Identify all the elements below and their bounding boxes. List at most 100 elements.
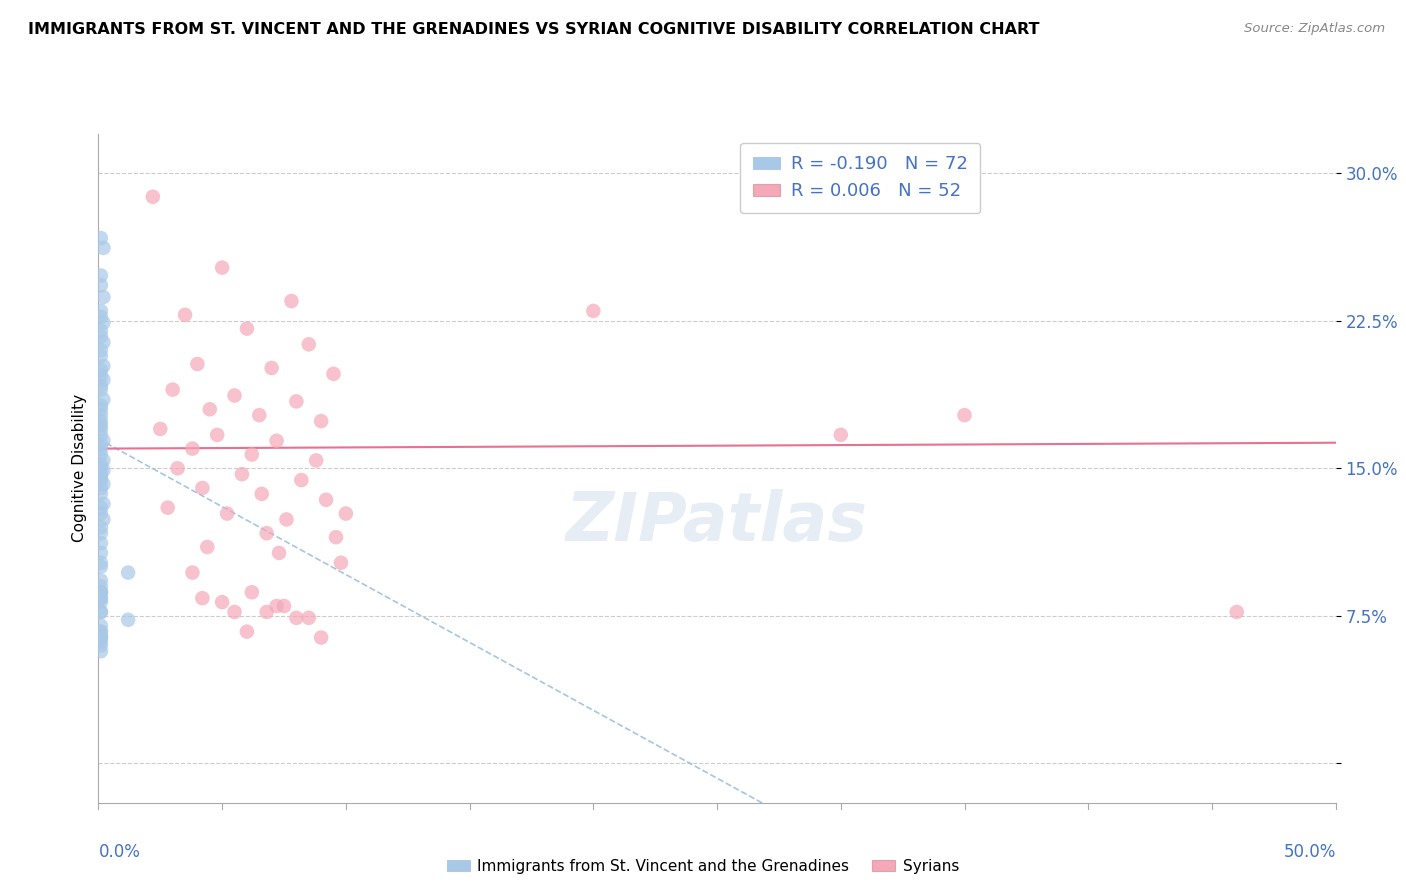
Point	[93, 335, 115, 350]
Point	[93, 373, 115, 387]
Text: 50.0%: 50.0%	[1284, 843, 1336, 861]
Point	[298, 611, 321, 625]
Point	[181, 566, 204, 580]
Point	[582, 304, 605, 318]
Point	[280, 294, 302, 309]
Point	[90, 408, 112, 422]
Point	[325, 530, 347, 544]
Legend: R = -0.190   N = 72, R = 0.006   N = 52: R = -0.190 N = 72, R = 0.006 N = 52	[740, 143, 980, 213]
Point	[90, 324, 112, 338]
Point	[162, 383, 184, 397]
Point	[90, 628, 112, 642]
Point	[90, 595, 112, 609]
Point	[90, 343, 112, 358]
Point	[211, 260, 233, 275]
Point	[953, 408, 976, 422]
Point	[90, 467, 112, 482]
Point	[90, 634, 112, 648]
Point	[90, 471, 112, 485]
Point	[90, 605, 112, 619]
Point	[90, 631, 112, 645]
Point	[90, 520, 112, 534]
Point	[285, 611, 308, 625]
Point	[298, 337, 321, 351]
Point	[90, 448, 112, 462]
Point	[93, 316, 115, 330]
Point	[90, 349, 112, 363]
Point	[329, 556, 352, 570]
Point	[322, 367, 344, 381]
Legend: Immigrants from St. Vincent and the Grenadines, Syrians: Immigrants from St. Vincent and the Gren…	[440, 853, 966, 880]
Point	[90, 574, 112, 588]
Point	[217, 507, 239, 521]
Text: IMMIGRANTS FROM ST. VINCENT AND THE GRENADINES VS SYRIAN COGNITIVE DISABILITY CO: IMMIGRANTS FROM ST. VINCENT AND THE GREN…	[28, 22, 1039, 37]
Point	[231, 467, 253, 482]
Point	[90, 304, 112, 318]
Point	[90, 624, 112, 639]
Point	[260, 361, 283, 376]
Point	[90, 536, 112, 550]
Point	[90, 618, 112, 632]
Point	[174, 308, 197, 322]
Text: ZIPatlas: ZIPatlas	[567, 489, 868, 555]
Point	[90, 526, 112, 541]
Point	[240, 585, 263, 599]
Point	[224, 605, 246, 619]
Point	[90, 546, 112, 560]
Point	[149, 422, 172, 436]
Point	[90, 481, 112, 495]
Point	[305, 453, 328, 467]
Point	[266, 434, 288, 448]
Point	[191, 591, 214, 606]
Point	[335, 507, 357, 521]
Point	[285, 394, 308, 409]
Point	[90, 383, 112, 397]
Point	[90, 422, 112, 436]
Point	[198, 402, 221, 417]
Point	[90, 473, 112, 487]
Point	[236, 624, 259, 639]
Point	[93, 290, 115, 304]
Point	[93, 463, 115, 477]
Point	[205, 428, 228, 442]
Point	[90, 310, 112, 324]
Point	[90, 585, 112, 599]
Point	[90, 414, 112, 428]
Point	[186, 357, 208, 371]
Point	[90, 556, 112, 570]
Point	[93, 453, 115, 467]
Point	[90, 461, 112, 475]
Point	[90, 487, 112, 501]
Point	[236, 321, 259, 335]
Point	[90, 458, 112, 472]
Point	[166, 461, 188, 475]
Point	[93, 241, 115, 255]
Point	[90, 428, 112, 442]
Point	[117, 613, 139, 627]
Point	[90, 278, 112, 293]
Text: 0.0%: 0.0%	[98, 843, 141, 861]
Point	[90, 639, 112, 653]
Point	[256, 526, 278, 541]
Point	[90, 624, 112, 639]
Point	[276, 512, 298, 526]
Text: Source: ZipAtlas.com: Source: ZipAtlas.com	[1244, 22, 1385, 36]
Point	[90, 268, 112, 283]
Point	[290, 473, 312, 487]
Point	[93, 434, 115, 448]
Point	[90, 631, 112, 645]
Point	[90, 507, 112, 521]
Point	[90, 363, 112, 377]
Point	[90, 644, 112, 658]
Point	[142, 190, 165, 204]
Point	[267, 546, 290, 560]
Point	[90, 231, 112, 245]
Point	[256, 605, 278, 619]
Point	[90, 329, 112, 343]
Point	[211, 595, 233, 609]
Point	[90, 591, 112, 606]
Point	[273, 599, 295, 613]
Point	[90, 398, 112, 412]
Point	[181, 442, 204, 456]
Point	[240, 448, 263, 462]
